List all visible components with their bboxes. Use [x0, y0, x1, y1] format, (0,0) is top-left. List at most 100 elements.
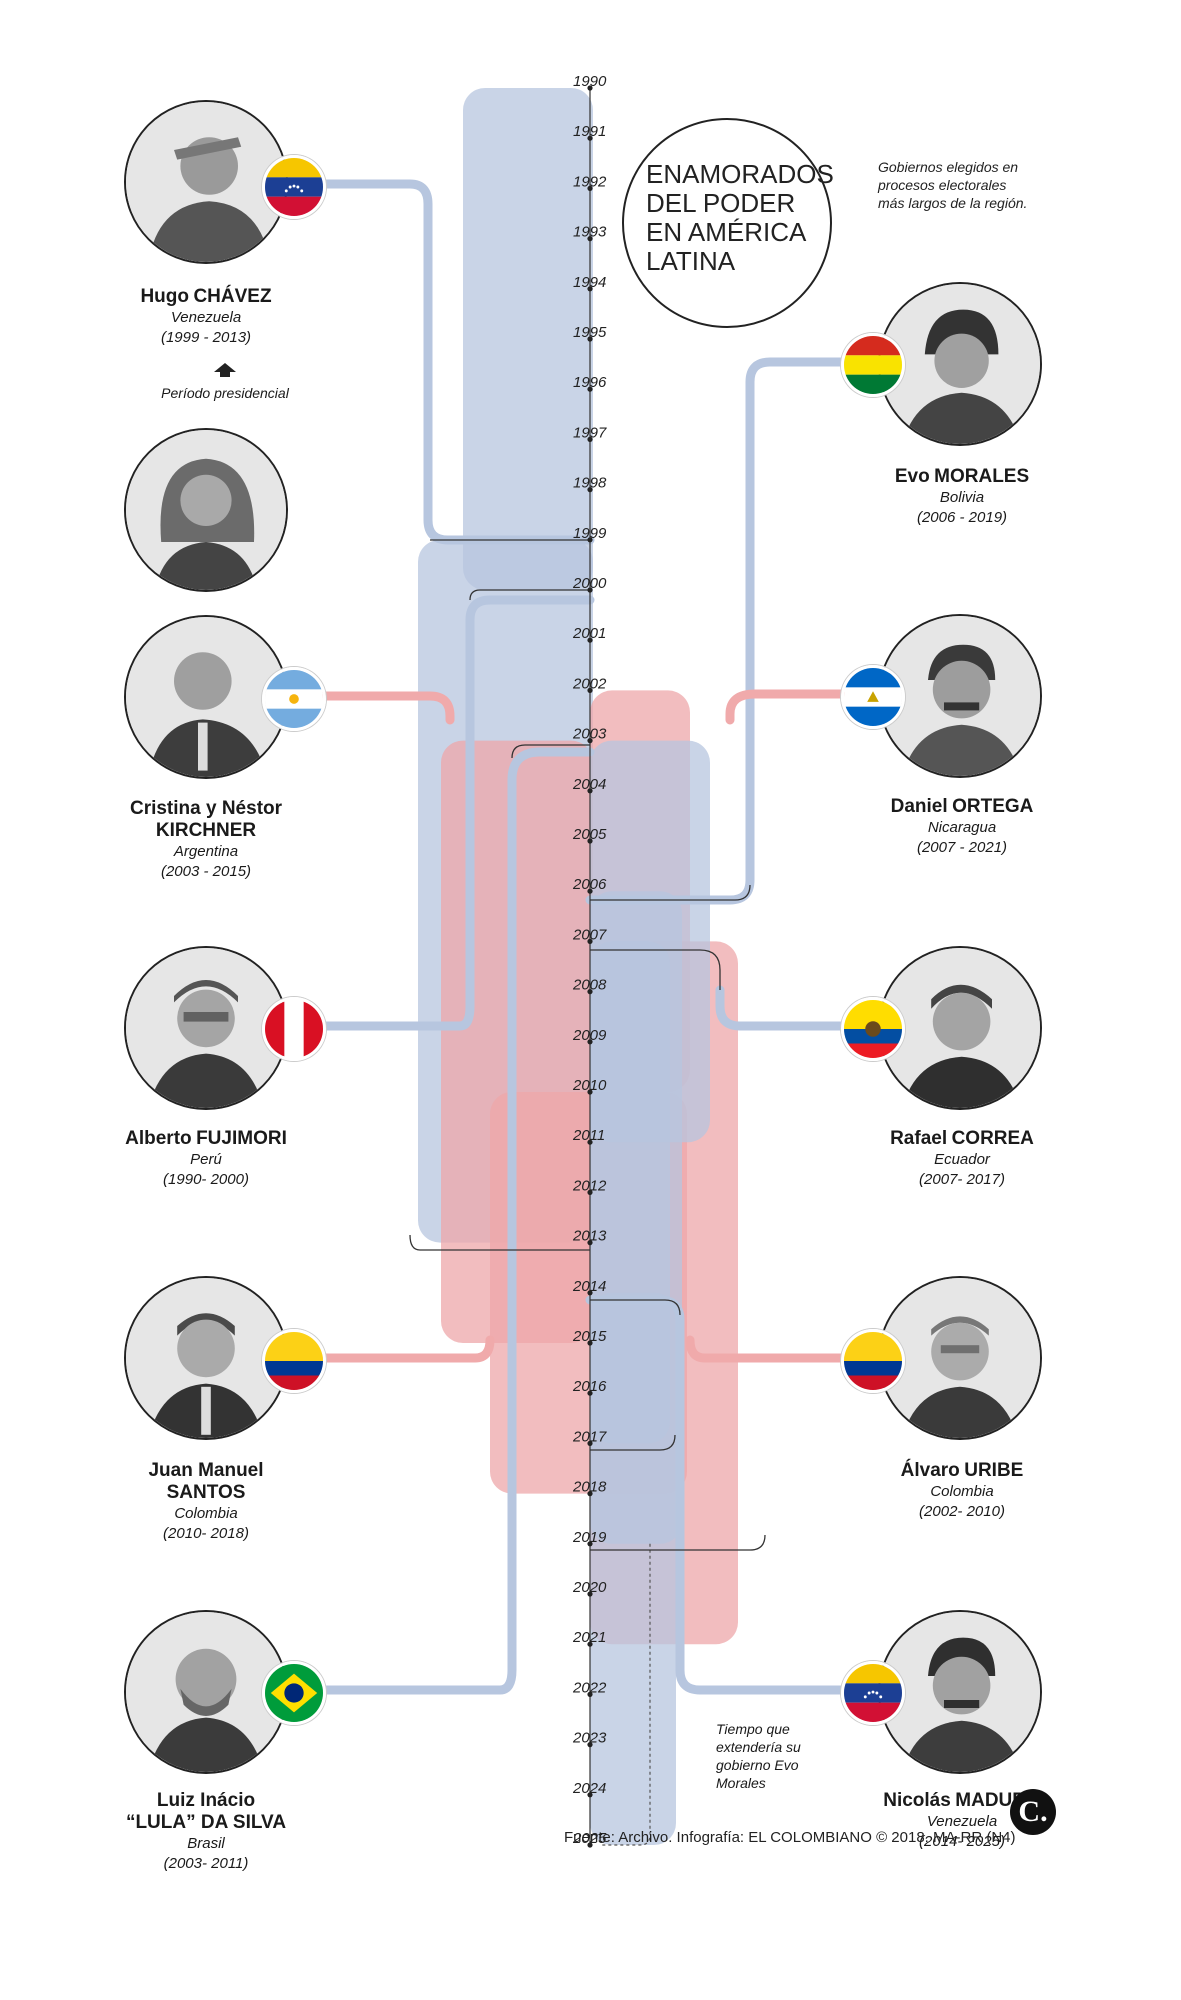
- leader-name: Daniel: [890, 796, 948, 817]
- subtitle: Gobiernos elegidos en procesos electoral…: [878, 159, 1028, 211]
- lula-connector: [320, 747, 595, 1695]
- santos-connector: [320, 1335, 495, 1363]
- year-label: 2005: [572, 826, 607, 843]
- title-circle: ENAMORADOS DEL PODER EN AMÉRICA LATINA: [622, 118, 834, 328]
- leader-surname: CHÁVEZ: [193, 286, 272, 307]
- fujimori-connector: [320, 595, 595, 1031]
- morales-extension-line: [600, 1543, 651, 1846]
- year-tick: [587, 738, 593, 744]
- year-label: 2007: [572, 926, 607, 943]
- year-label: 2014: [572, 1278, 606, 1295]
- arrow-up-icon: [214, 363, 236, 372]
- year-label: 2017: [572, 1428, 607, 1445]
- leader-surname: CORREA: [951, 1128, 1034, 1149]
- year-label: 1999: [573, 525, 607, 542]
- year-label: 1994: [573, 274, 606, 291]
- el-colombiano-logo: C.: [1010, 1789, 1056, 1835]
- year-tick: [587, 938, 593, 945]
- maduro-portrait: [878, 1610, 1042, 1774]
- uribe-portrait: [878, 1276, 1042, 1440]
- fujimori-period-band: [463, 88, 593, 590]
- leader-name: Alberto: [125, 1128, 192, 1149]
- year-label: 2004: [572, 776, 606, 793]
- leader-name: Evo: [894, 466, 930, 487]
- year-tick: [587, 1290, 593, 1296]
- year-label: 1997: [573, 424, 607, 441]
- year-label: 2015: [572, 1328, 607, 1345]
- leader-line: [590, 1434, 676, 1451]
- year-label: 2023: [572, 1730, 607, 1747]
- year-label: 2006: [572, 876, 607, 893]
- year-label: 1993: [573, 224, 607, 241]
- uribe-connector: [685, 1335, 846, 1363]
- year-label: 2008: [572, 977, 607, 994]
- ortega-connector: [725, 689, 846, 725]
- chavez-caption: Hugo CHÁVEZ Venezuela (1999 - 2013): [86, 286, 326, 348]
- morales-extension-note: Tiempo que extendería su gobierno Evo Mo…: [716, 1721, 801, 1791]
- leader-country: Perú: [190, 1151, 222, 1168]
- leader-line: [590, 949, 721, 990]
- leader-line: [590, 1534, 766, 1551]
- year-label: 2000: [572, 575, 607, 592]
- leader-name: Álvaro: [900, 1460, 960, 1481]
- year-label: 1990: [573, 73, 607, 90]
- leader-country: Colombia: [174, 1505, 238, 1522]
- leader-name: Nicolás: [883, 1790, 951, 1811]
- uribe-caption: Álvaro URIBE Colombia (2002- 2010): [842, 1460, 1082, 1522]
- year-tick: [587, 1089, 593, 1095]
- leader-name: Rafael: [890, 1128, 948, 1149]
- leader-country: Colombia: [930, 1483, 994, 1500]
- year-tick: [587, 185, 593, 191]
- maduro-period-band: [590, 1292, 676, 1845]
- leader-period: (2007- 2017): [919, 1171, 1005, 1188]
- leader-surname: KIRCHNER: [155, 820, 257, 841]
- ortega-caption: Daniel ORTEGA Nicaragua (2007 - 2021): [842, 796, 1082, 858]
- year-label: 2018: [572, 1479, 607, 1496]
- leader-period: (1999 - 2013): [160, 329, 252, 346]
- kirchner-caption: Cristina y Néstor KIRCHNER Argentina (20…: [86, 798, 326, 882]
- year-tick: [587, 1039, 593, 1045]
- lula-portrait: [124, 1610, 288, 1774]
- leader-name: Juan Manuel: [148, 1460, 264, 1481]
- year-label: 2002: [572, 675, 607, 692]
- year-tick: [587, 336, 593, 342]
- leader-period: (2003- 2011): [163, 1855, 249, 1872]
- ecuador-flag-icon: [841, 997, 905, 1061]
- year-tick: [587, 386, 593, 392]
- leader-country: Bolivia: [939, 489, 985, 506]
- year-label: 2019: [572, 1529, 607, 1546]
- leader-surname: ORTEGA: [952, 796, 1034, 817]
- morales-connector: [585, 357, 846, 905]
- year-tick: [587, 1591, 593, 1597]
- year-tick: [587, 1541, 593, 1547]
- leader-period: (2014- 2025): [919, 1833, 1005, 1850]
- year-tick: [587, 1390, 593, 1396]
- year-label: 2013: [572, 1228, 607, 1245]
- leader-surname: SANTOS: [166, 1482, 246, 1503]
- kirchner-portrait: [124, 615, 288, 779]
- year-tick: [587, 537, 593, 543]
- leader-period: (2002- 2010): [919, 1503, 1005, 1520]
- title-line: LATINA: [646, 246, 736, 276]
- year-label: 2012: [572, 1177, 607, 1194]
- leader-period: (2006 - 2019): [916, 509, 1008, 526]
- correa-caption: Rafael CORREA Ecuador (2007- 2017): [842, 1128, 1082, 1190]
- fujimori-caption: Alberto FUJIMORI Perú (1990- 2000): [86, 1128, 326, 1190]
- nicaragua-flag-icon: [841, 665, 905, 729]
- cristina-portrait: [124, 428, 288, 592]
- year-tick: [587, 487, 593, 493]
- correa-connector: [715, 985, 846, 1031]
- year-label: 2016: [572, 1378, 607, 1395]
- leader-surname: MORALES: [934, 466, 1030, 487]
- leader-period: (1990- 2000): [163, 1171, 249, 1188]
- leader-line: [409, 1234, 590, 1251]
- year-tick: [587, 85, 593, 91]
- legend-label: Período presidencial: [161, 385, 289, 401]
- year-tick: [587, 436, 593, 442]
- leader-country: Venezuela: [926, 1813, 998, 1830]
- year-tick: [587, 135, 593, 141]
- leader-surname: URIBE: [964, 1460, 1024, 1481]
- lula-caption: Luiz Inácio “LULA” DA SILVA Brasil (2003…: [86, 1790, 326, 1874]
- year-label: 1996: [573, 374, 607, 391]
- leader-country: Argentina: [173, 843, 239, 860]
